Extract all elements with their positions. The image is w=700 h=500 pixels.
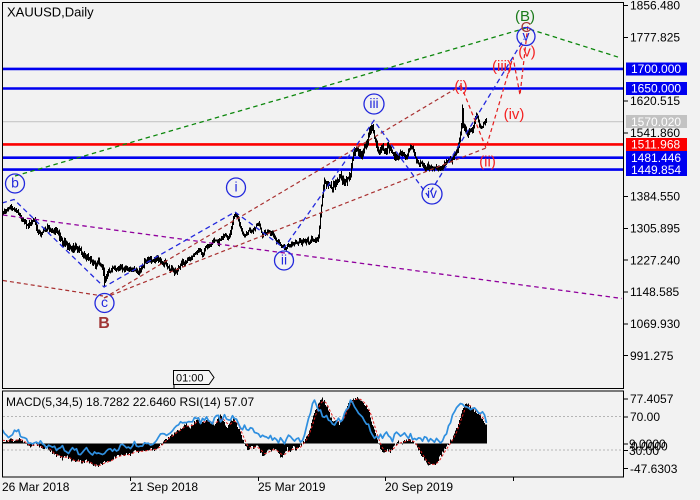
svg-text:1650.000: 1650.000 (631, 82, 681, 96)
svg-text:77.4057: 77.4057 (630, 392, 674, 406)
svg-text:21 Sep 2018: 21 Sep 2018 (130, 480, 198, 494)
svg-text:1148.585: 1148.585 (630, 285, 679, 299)
svg-text:991.275: 991.275 (630, 349, 674, 363)
svg-text:(i): (i) (454, 78, 467, 95)
svg-text:1570.020: 1570.020 (631, 115, 681, 129)
svg-text:ii: ii (281, 252, 287, 268)
svg-text:B: B (98, 315, 110, 332)
svg-text:iii: iii (369, 95, 378, 111)
svg-text:1227.240: 1227.240 (630, 253, 680, 267)
svg-text:-47.6303: -47.6303 (630, 462, 678, 476)
svg-text:b: b (11, 175, 19, 191)
svg-text:C: C (521, 19, 532, 36)
svg-text:XAUUSD,Daily: XAUUSD,Daily (7, 5, 94, 20)
svg-text:1449.854: 1449.854 (631, 163, 681, 177)
svg-text:70.00: 70.00 (630, 410, 660, 424)
svg-text:c: c (101, 294, 108, 310)
svg-text:25 Mar 2019: 25 Mar 2019 (258, 480, 326, 494)
svg-text:1700.000: 1700.000 (631, 62, 681, 76)
svg-text:1069.930: 1069.930 (630, 317, 680, 331)
svg-text:1305.895: 1305.895 (630, 222, 680, 236)
svg-text:MACD(5,34,5) 18.7282 22.6460 R: MACD(5,34,5) 18.7282 22.6460 RSI(14) 57.… (6, 395, 254, 409)
svg-text:0.0000: 0.0000 (631, 440, 668, 454)
svg-text:1620.515: 1620.515 (630, 94, 680, 108)
svg-text:(ii): (ii) (479, 154, 496, 171)
svg-text:1541.860: 1541.860 (630, 126, 680, 140)
svg-text:26 Mar 2018: 26 Mar 2018 (2, 480, 70, 494)
svg-text:1481.446: 1481.446 (631, 151, 681, 165)
svg-text:1777.825: 1777.825 (630, 31, 680, 45)
svg-text:v: v (523, 28, 530, 44)
svg-text:1856.480: 1856.480 (630, 0, 680, 13)
svg-text:(iii): (iii) (492, 58, 512, 75)
svg-text:(v): (v) (518, 44, 536, 61)
svg-text:(B): (B) (515, 8, 535, 25)
svg-text:01:00: 01:00 (176, 373, 204, 385)
svg-text:1384.550: 1384.550 (630, 190, 680, 204)
svg-text:iv: iv (427, 185, 437, 201)
svg-text:(iv): (iv) (504, 106, 525, 123)
svg-text:9.0000: 9.0000 (629, 437, 666, 451)
svg-text:i: i (234, 179, 237, 195)
svg-text:1511.968: 1511.968 (631, 138, 680, 152)
svg-text:30.00: 30.00 (629, 444, 659, 458)
svg-text:20 Sep 2019: 20 Sep 2019 (385, 480, 453, 494)
